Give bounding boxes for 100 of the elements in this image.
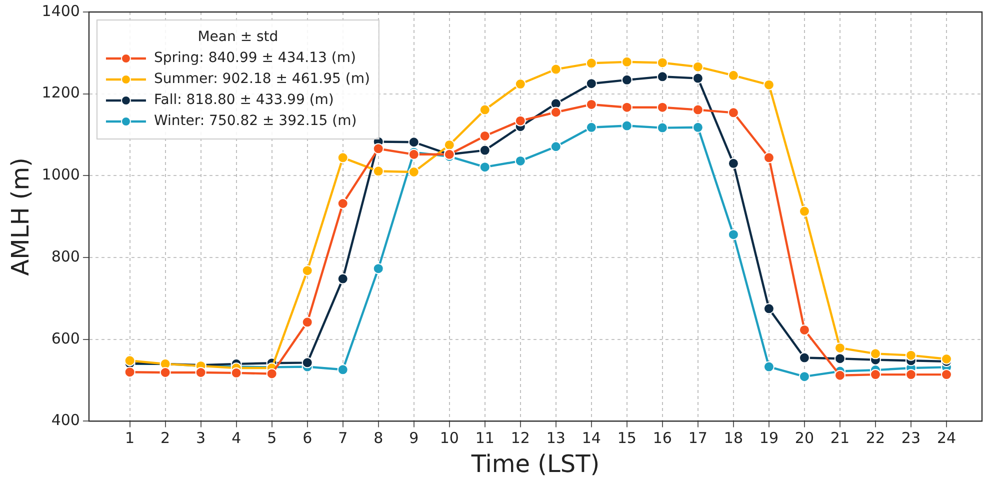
point bbox=[834, 353, 846, 364]
x-tick-label: 14 bbox=[582, 429, 601, 448]
point bbox=[266, 368, 278, 380]
x-tick-label: 16 bbox=[652, 429, 672, 448]
point bbox=[550, 141, 562, 152]
x-tick-label: 23 bbox=[901, 429, 921, 448]
point bbox=[728, 158, 739, 169]
point bbox=[763, 79, 774, 90]
point bbox=[479, 130, 490, 142]
point bbox=[728, 229, 739, 240]
x-tick-label: 1 bbox=[125, 429, 135, 448]
point bbox=[550, 64, 562, 75]
point bbox=[905, 369, 916, 380]
x-tick-label: 15 bbox=[617, 429, 636, 448]
x-tick-label: 6 bbox=[302, 429, 312, 448]
point bbox=[230, 367, 242, 378]
point bbox=[905, 350, 916, 361]
point bbox=[621, 56, 632, 68]
point bbox=[337, 364, 348, 376]
point bbox=[798, 206, 810, 217]
x-tick-label: 19 bbox=[759, 429, 778, 448]
point bbox=[692, 104, 704, 116]
y-tick-label: 600 bbox=[51, 329, 80, 348]
point bbox=[692, 72, 704, 84]
point bbox=[586, 78, 597, 90]
point bbox=[479, 162, 490, 173]
x-tick-label: 3 bbox=[196, 429, 206, 448]
point bbox=[195, 367, 206, 378]
point bbox=[763, 361, 774, 372]
x-tick-label: 5 bbox=[267, 429, 277, 448]
point bbox=[586, 58, 597, 69]
point bbox=[656, 57, 668, 68]
point bbox=[514, 115, 526, 126]
point bbox=[337, 198, 348, 210]
x-tick-label: 8 bbox=[374, 429, 384, 448]
point bbox=[408, 136, 420, 148]
x-tick-label: 13 bbox=[546, 429, 566, 448]
point bbox=[337, 152, 348, 164]
point bbox=[586, 98, 597, 110]
legend-title: Mean ± std bbox=[198, 29, 278, 46]
x-tick-label: 22 bbox=[866, 429, 886, 448]
point bbox=[940, 369, 952, 380]
legend-label: Winter: 750.82 ± 392.15 (m) bbox=[154, 113, 357, 130]
point bbox=[479, 144, 490, 156]
y-tick-label: 400 bbox=[51, 411, 80, 430]
point bbox=[692, 61, 704, 72]
point bbox=[621, 120, 632, 132]
point bbox=[302, 265, 313, 276]
point bbox=[870, 369, 881, 380]
point bbox=[372, 166, 384, 177]
point bbox=[870, 348, 881, 360]
point bbox=[621, 74, 632, 86]
y-tick-label: 1000 bbox=[42, 166, 80, 184]
point bbox=[834, 370, 846, 381]
x-tick-label: 18 bbox=[724, 429, 743, 448]
point bbox=[514, 78, 526, 90]
y-tick-label: 800 bbox=[51, 247, 80, 266]
point bbox=[940, 354, 952, 364]
legend-label: Fall: 818.80 ± 433.99 (m) bbox=[154, 92, 334, 108]
point bbox=[372, 263, 384, 274]
point bbox=[728, 70, 739, 81]
point bbox=[124, 366, 136, 378]
x-tick-label: 10 bbox=[440, 429, 459, 448]
point bbox=[728, 107, 739, 118]
point bbox=[656, 122, 668, 134]
x-tick-label: 20 bbox=[794, 429, 814, 448]
point bbox=[514, 155, 526, 166]
point bbox=[834, 342, 846, 354]
point bbox=[621, 102, 632, 113]
x-tick-label: 21 bbox=[830, 429, 850, 448]
point bbox=[302, 316, 313, 328]
x-tick-label: 4 bbox=[232, 429, 242, 448]
point bbox=[656, 102, 668, 113]
point bbox=[302, 357, 313, 368]
x-tick-label: 2 bbox=[160, 429, 170, 448]
point bbox=[798, 371, 810, 382]
x-tick-label: 17 bbox=[688, 429, 708, 448]
x-tick-label: 9 bbox=[409, 429, 419, 448]
point bbox=[408, 166, 420, 178]
x-tick-label: 7 bbox=[338, 429, 348, 448]
legend-label: Summer: 902.18 ± 461.95 (m) bbox=[154, 71, 370, 88]
y-tick-label: 1400 bbox=[42, 2, 80, 20]
point bbox=[798, 352, 810, 364]
point bbox=[763, 303, 774, 314]
point bbox=[124, 355, 136, 366]
point bbox=[692, 122, 704, 133]
y-tick-label: 1200 bbox=[42, 84, 80, 102]
point bbox=[586, 122, 597, 133]
x-tick-label: 24 bbox=[936, 429, 956, 448]
point bbox=[763, 152, 774, 164]
point bbox=[550, 106, 562, 118]
point bbox=[337, 273, 348, 284]
x-axis-title: Time (LST) bbox=[470, 450, 600, 478]
point bbox=[444, 139, 455, 150]
point bbox=[160, 367, 171, 378]
point bbox=[798, 324, 810, 336]
point bbox=[372, 143, 384, 154]
y-axis-title: AMLH (m) bbox=[6, 157, 35, 276]
x-tick-label: 12 bbox=[510, 429, 530, 448]
legend-label: Spring: 840.99 ± 434.13 (m) bbox=[154, 50, 356, 66]
